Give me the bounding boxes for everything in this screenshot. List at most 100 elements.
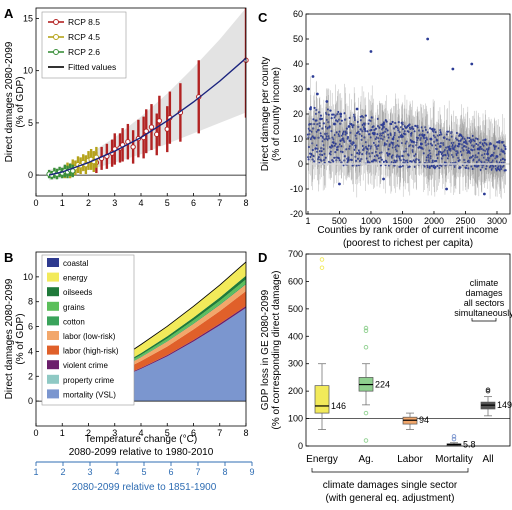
legend-label: mortality (VSL) bbox=[63, 390, 116, 399]
annotation-single: (with general eq. adjustment) bbox=[326, 493, 455, 504]
x-tick-label: 2 bbox=[86, 198, 91, 208]
secondary-tick-label: 7 bbox=[195, 467, 200, 477]
y-tick-label: 500 bbox=[288, 304, 303, 314]
county-point bbox=[314, 147, 318, 150]
county-point bbox=[317, 155, 321, 159]
data-point bbox=[339, 112, 343, 116]
panel-a: A 0 1 2 3 4 5 6 7 8 0 5 10 15 Direct damages 2080-2099… bbox=[4, 6, 249, 208]
data-point bbox=[355, 107, 359, 111]
x-tick-label: 2 bbox=[86, 428, 91, 438]
county-point bbox=[364, 114, 367, 117]
y-axis-label-line: (% of county income) bbox=[271, 67, 282, 161]
legend-label: RCP 4.5 bbox=[68, 32, 100, 42]
category-label: All bbox=[482, 454, 493, 465]
panel-c: C1 500 1000 1500 2000 2500 3000-20-10010203040… bbox=[258, 9, 511, 249]
box bbox=[314, 385, 330, 414]
county-point bbox=[393, 159, 396, 162]
y-tick-label: 400 bbox=[288, 331, 303, 341]
median-label: 146 bbox=[331, 401, 346, 411]
data-point bbox=[363, 127, 367, 131]
county-point bbox=[408, 123, 411, 126]
county-point bbox=[312, 155, 315, 158]
legend-label: violent crime bbox=[63, 361, 108, 370]
data-point bbox=[148, 124, 155, 130]
category-label: Labor bbox=[397, 454, 423, 465]
county-point bbox=[346, 135, 350, 139]
legend-swatch bbox=[47, 345, 59, 355]
x-caption-secondary: 2080-2099 relative to 1851-1900 bbox=[72, 482, 217, 493]
y-axis-label: Direct damages 2080-2099(% of GDP) bbox=[4, 278, 26, 399]
y-tick-label: 50 bbox=[293, 34, 303, 44]
y-axis-label-line: (% of GDP) bbox=[15, 313, 26, 364]
data-point bbox=[495, 155, 499, 158]
legend-marker bbox=[53, 34, 59, 40]
legend-label: coastal bbox=[63, 259, 89, 268]
county-point bbox=[382, 160, 385, 163]
legend-label: cotton bbox=[63, 317, 85, 326]
data-point bbox=[501, 150, 505, 153]
y-tick-label: 300 bbox=[288, 359, 303, 369]
data-point bbox=[482, 192, 486, 196]
x-tick-label: 6 bbox=[191, 198, 196, 208]
x-tick-label: 1 bbox=[305, 216, 310, 226]
legend-swatch bbox=[47, 389, 59, 399]
y-axis-label: Direct damages 2080-2099(% of GDP) bbox=[4, 41, 26, 162]
y-tick-label: 100 bbox=[288, 414, 303, 424]
secondary-tick-label: 8 bbox=[222, 467, 227, 477]
county-point bbox=[401, 127, 405, 131]
data-point bbox=[315, 92, 319, 96]
county-point bbox=[329, 109, 332, 112]
legend-label: energy bbox=[63, 274, 87, 283]
y-tick-label: 4 bbox=[28, 346, 33, 356]
data-point bbox=[476, 147, 480, 151]
category-bracket bbox=[311, 468, 469, 473]
legend-swatch bbox=[47, 258, 59, 267]
data-point bbox=[470, 62, 474, 66]
data-point bbox=[445, 187, 448, 191]
y-axis-label: GDP loss in GE 2080-2099(% of correspond… bbox=[260, 271, 282, 430]
county-point bbox=[332, 113, 335, 116]
county-point bbox=[399, 165, 402, 168]
y-tick-label: 40 bbox=[293, 59, 303, 69]
county-point bbox=[446, 130, 449, 133]
county-point bbox=[312, 118, 315, 121]
data-point bbox=[410, 140, 414, 143]
legend-label: oilseeds bbox=[63, 288, 92, 297]
data-point bbox=[486, 152, 489, 156]
legend-label: labor (low-risk) bbox=[63, 332, 116, 341]
median-label: 94 bbox=[419, 415, 429, 425]
outlier bbox=[363, 328, 369, 334]
county-point bbox=[322, 122, 325, 125]
y-tick-label: 0 bbox=[298, 441, 303, 451]
annotation-all: climate bbox=[470, 278, 499, 288]
x-tick-label: 2000 bbox=[424, 216, 444, 226]
y-tick-label: 10 bbox=[293, 134, 303, 144]
category-label: Ag. bbox=[358, 454, 373, 465]
panel-letter: D bbox=[258, 250, 267, 265]
legend-swatch bbox=[47, 316, 59, 326]
data-point bbox=[325, 100, 329, 103]
annotation-bracket bbox=[471, 318, 497, 322]
county-point bbox=[374, 127, 378, 130]
x-tick-label: 8 bbox=[243, 428, 248, 438]
outlier bbox=[363, 325, 369, 331]
y-axis-label-line: Direct damages 2080-2099 bbox=[4, 278, 15, 399]
secondary-tick-label: 9 bbox=[249, 467, 254, 477]
data-point bbox=[382, 122, 385, 126]
county-point bbox=[431, 144, 434, 147]
legend-swatch bbox=[47, 331, 59, 340]
county-point bbox=[307, 158, 310, 161]
annotation-single: climate damages single sector bbox=[323, 480, 458, 491]
county-point bbox=[319, 114, 323, 117]
county-point bbox=[340, 119, 343, 122]
y-axis-label-line: Direct damage per county bbox=[260, 57, 271, 172]
x-tick-label: 3 bbox=[112, 198, 117, 208]
panel-letter: C bbox=[258, 10, 268, 25]
annotation-all: all sectors bbox=[464, 298, 505, 308]
x-tick-label: 4 bbox=[138, 198, 143, 208]
annotation-all: damages bbox=[465, 288, 503, 298]
legend-label: RCP 8.5 bbox=[68, 17, 100, 27]
outlier bbox=[363, 438, 369, 443]
